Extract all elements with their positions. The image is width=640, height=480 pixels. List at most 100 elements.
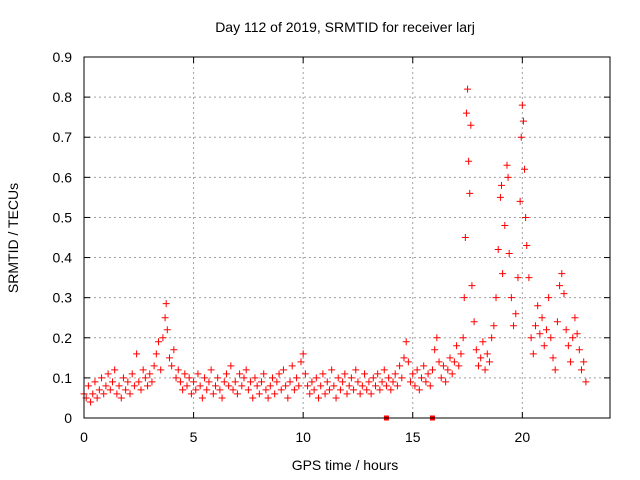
data-point [157,366,165,374]
data-point [376,386,384,394]
data-point [159,334,167,342]
y-tick-label: 0.1 [53,370,73,386]
data-point [553,318,561,326]
data-point [564,342,572,350]
data-point [457,350,465,358]
y-tick-label: 0.4 [53,250,73,266]
data-point [472,346,480,354]
data-point [95,386,103,394]
data-point [339,378,347,386]
data-point [262,386,270,394]
data-point [89,390,97,398]
data-point [575,346,583,354]
data-point [258,378,266,386]
data-point [529,350,537,358]
data-point [301,370,309,378]
x-tick-label: 0 [80,429,88,445]
data-point [275,370,283,378]
data-point [465,157,473,165]
data-point [415,386,423,394]
data-point [477,354,485,362]
data-point [317,382,325,390]
data-point [448,370,456,378]
data-point [227,362,235,370]
y-tick-label: 0.9 [53,49,73,65]
data-point [299,350,307,358]
data-point [190,378,198,386]
data-point [492,294,500,302]
data-point [501,221,509,229]
data-point [288,362,296,370]
data-point [517,133,525,141]
data-point [507,294,515,302]
data-point [268,374,276,382]
data-point [174,366,182,374]
data-point [422,378,430,386]
data-point [310,386,318,394]
y-tick-label: 0.7 [53,129,73,145]
data-point [84,382,92,390]
data-point [170,346,178,354]
data-point [361,370,369,378]
data-point [165,354,173,362]
data-point [437,374,445,382]
data-point [293,374,301,382]
data-point [336,386,344,394]
data-point [150,362,158,370]
data-point [352,366,360,374]
data-point [560,290,568,298]
data-point [519,117,527,125]
data-point [253,382,261,390]
data-point [433,334,441,342]
data-point [163,326,171,334]
data-point [196,382,204,390]
data-point [209,390,217,398]
data-point [525,274,533,282]
data-point [363,386,371,394]
data-point [117,394,125,402]
data-point [505,250,513,258]
data-point [518,101,526,109]
data-point [183,382,191,390]
data-point [260,370,268,378]
x-tick-label: 10 [295,429,311,445]
data-point [459,334,467,342]
data-point [540,342,548,350]
data-point [315,394,323,402]
data-point [569,334,577,342]
y-tick-label: 0.6 [53,169,73,185]
data-point [411,382,419,390]
data-point [424,370,432,378]
data-point [371,382,379,390]
data-point [181,370,189,378]
data-point [240,374,248,382]
data-point [536,330,544,338]
data-point [203,386,211,394]
data-point [485,358,493,366]
data-point [113,390,121,398]
data-point [304,382,312,390]
data-point [341,370,349,378]
data-point [580,358,588,366]
data-point [562,326,570,334]
data-point [233,390,241,398]
data-point [279,366,287,374]
grid-lines [84,57,610,418]
data-point [378,378,386,386]
data-point [531,322,539,330]
data-point [334,374,342,382]
x-axis-label: GPS time / hours [292,457,399,473]
data-point [571,314,579,322]
data-point [514,274,522,282]
data-point [542,326,550,334]
data-point [119,374,127,382]
data-point [444,366,452,374]
data-point [91,378,99,386]
data-point [126,390,134,398]
data-point [323,378,331,386]
data-point [205,378,213,386]
x-tick-label: 15 [405,429,421,445]
data-point [464,85,472,93]
data-point [488,334,496,342]
data-point [273,378,281,386]
